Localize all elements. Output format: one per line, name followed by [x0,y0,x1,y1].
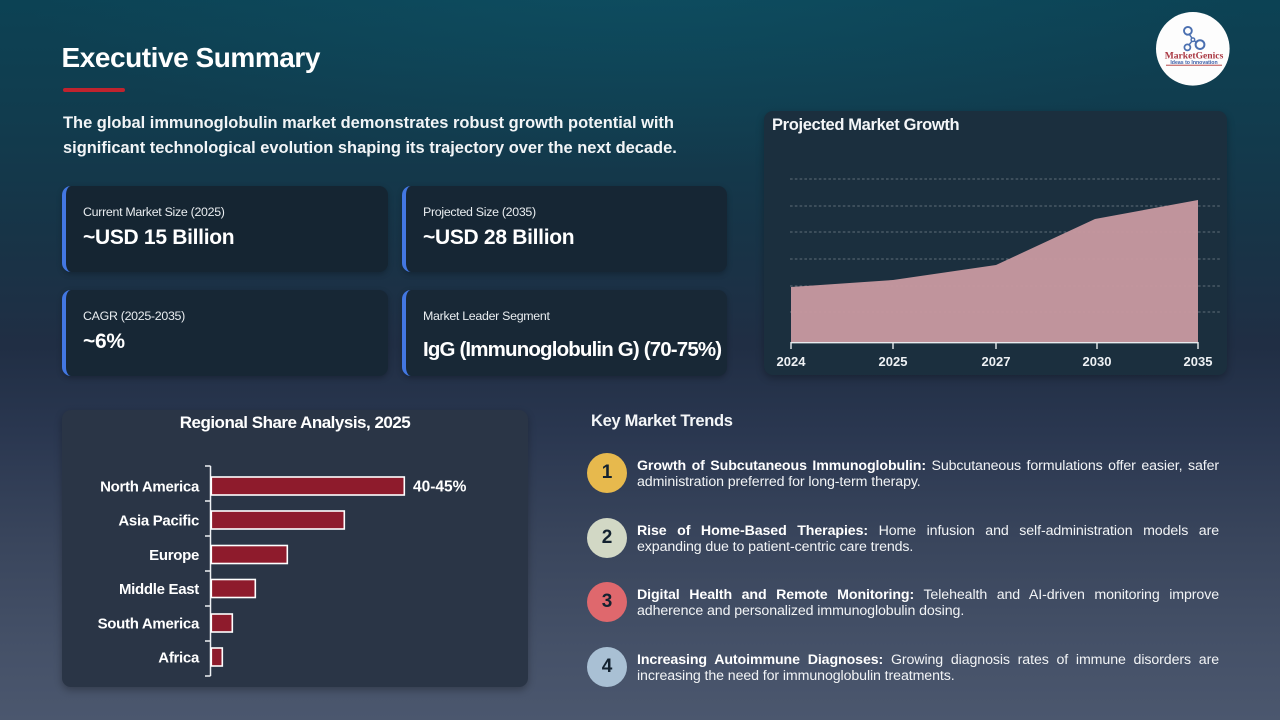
svg-text:South America: South America [98,616,200,633]
svg-text:Middle East: Middle East [119,581,199,598]
svg-text:2035: 2035 [1184,354,1213,369]
svg-text:2025: 2025 [879,354,908,369]
svg-text:Europe: Europe [149,547,199,564]
svg-text:Ideas to Innovation: Ideas to Innovation [1170,60,1217,66]
svg-text:Asia Pacific: Asia Pacific [118,513,199,530]
svg-text:MarketGenics: MarketGenics [1165,51,1224,62]
svg-text:2030: 2030 [1083,354,1112,369]
svg-text:40-45%: 40-45% [413,479,467,496]
svg-text:2027: 2027 [982,354,1011,369]
svg-text:North America: North America [100,479,200,496]
svg-text:2024: 2024 [777,354,807,369]
svg-text:Africa: Africa [158,650,200,667]
